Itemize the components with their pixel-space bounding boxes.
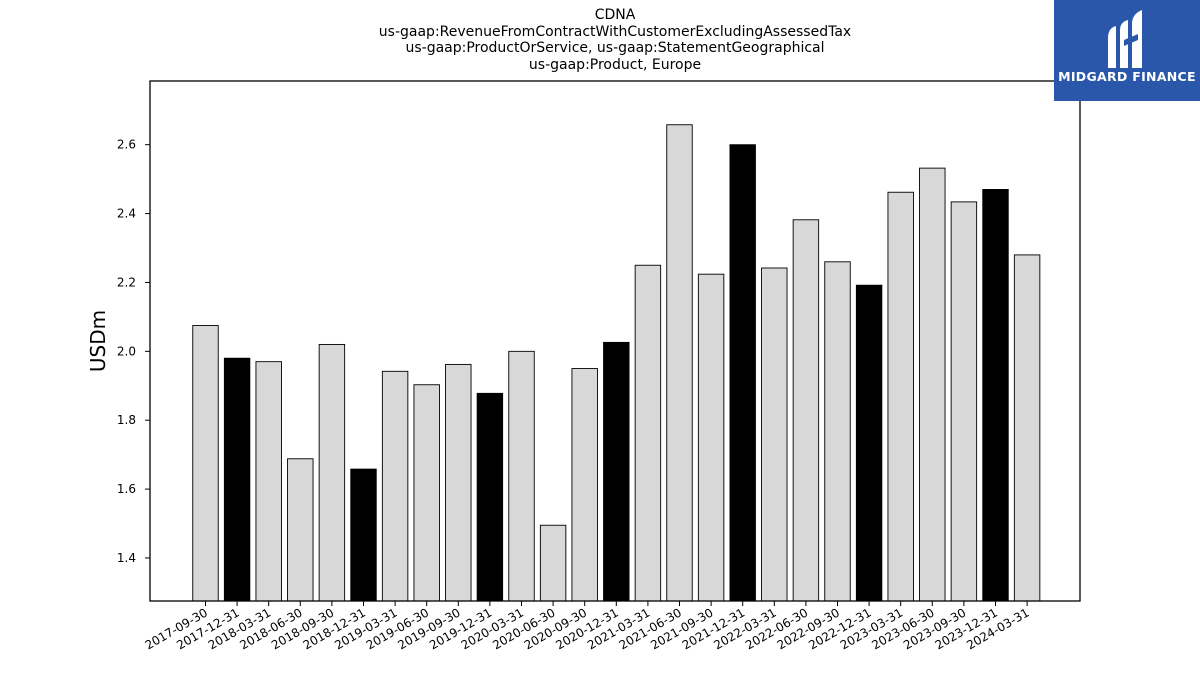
bar-2021-12-31 [729,144,756,602]
bar-2020-09-30 [571,368,598,602]
bar-2023-09-30 [950,201,978,602]
bar-2022-06-30 [792,219,820,602]
bar-2021-06-30 [666,124,693,602]
title-line-3: us-gaap:ProductOrService, us-gaap:Statem… [405,40,825,56]
bar-2019-06-30 [413,384,440,602]
title-line-4: us-gaap:Product, Europe [528,56,702,73]
bar-2022-12-31 [855,284,883,602]
plot-frame [149,80,1081,602]
bar-2018-06-30 [287,458,314,602]
bar-2019-12-31 [476,392,504,602]
y-tick-label: 2.6 [117,138,136,152]
y-tick-label: 2.4 [117,207,136,221]
logo-text: MIDGARD FINANCE [1058,69,1196,84]
midgard-logo-icon [1108,10,1142,68]
bar-2019-03-31 [381,370,409,602]
bar-2020-03-31 [508,350,535,602]
bar-2021-09-30 [697,273,725,602]
bar-2019-09-30 [445,363,472,602]
bar-2022-03-31 [761,267,788,602]
bar-2021-03-31 [634,264,662,602]
y-tick-label: 1.8 [117,413,136,427]
y-tick-label: 2.0 [117,344,136,358]
y-axis-label: USDm [86,310,110,372]
bar-2024-03-31 [1013,254,1041,602]
bar-2020-06-30 [539,524,567,602]
bar-2023-06-30 [919,167,946,602]
bar-2017-09-30 [192,325,219,602]
bar-2020-12-31 [603,341,630,602]
chart-title: CDNA us-gaap:RevenueFromContractWithCust… [150,7,1080,73]
y-tick-label: 1.6 [117,482,136,496]
title-line-2: us-gaap:RevenueFromContractWithCustomerE… [378,23,852,40]
y-tick-label: 1.4 [117,551,136,565]
title-line-1: CDNA [594,7,636,23]
bar-2018-03-31 [255,361,282,602]
bar-2017-12-31 [223,357,251,602]
bar-2022-09-30 [824,261,851,602]
bar-2018-12-31 [350,468,377,602]
bar-2023-03-31 [887,191,914,602]
y-tick-label: 2.2 [117,275,136,289]
bar-2018-09-30 [318,343,346,602]
bar-2023-12-31 [982,189,1009,602]
